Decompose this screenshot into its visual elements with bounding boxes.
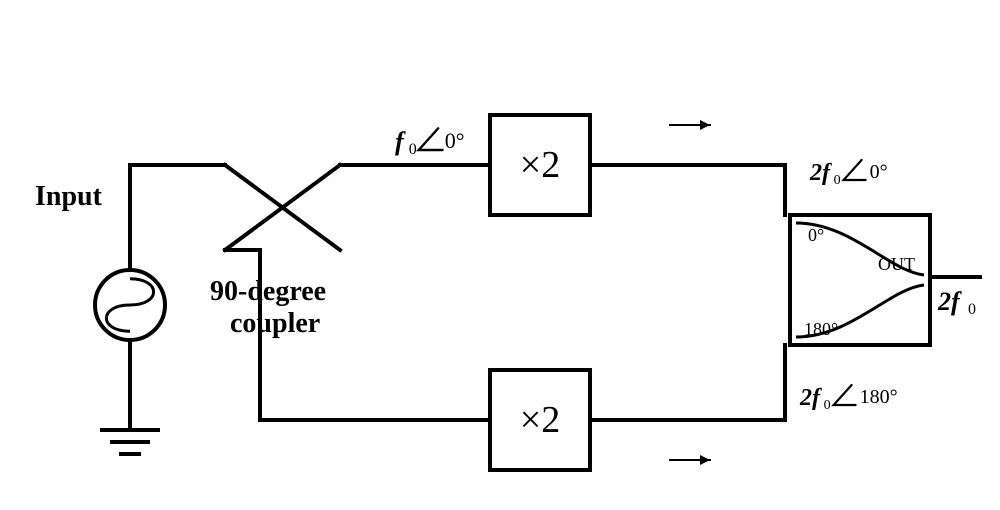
svg-text:0: 0 <box>409 141 417 158</box>
phase-top-in: f0 0° <box>395 127 465 158</box>
svg-text:2f: 2f <box>809 160 832 186</box>
coupler-label: 90-degreecoupler <box>210 276 326 339</box>
svg-text:90-degree: 90-degree <box>210 276 326 307</box>
svg-text:180°: 180° <box>804 319 838 339</box>
ac-source <box>95 165 165 454</box>
svg-text:0°: 0° <box>808 225 824 245</box>
svg-text:180°: 180° <box>860 386 898 408</box>
phase-top-out: 2f0 0° <box>809 160 888 188</box>
svg-text:f: f <box>395 127 406 156</box>
svg-text:0: 0 <box>834 173 841 188</box>
arrow-top <box>670 120 710 130</box>
input-label: Input <box>35 181 103 212</box>
svg-text:0: 0 <box>968 301 976 318</box>
svg-text:2f: 2f <box>937 287 962 316</box>
top-path: ×2 <box>340 115 785 215</box>
balun-combiner: 0° 180° OUT <box>790 215 930 345</box>
svg-text:OUT: OUT <box>878 254 915 274</box>
coupler-90deg <box>225 165 340 250</box>
phase-bot-out: 2f0 180° <box>799 385 898 413</box>
output-label: 2f 0 <box>937 287 976 318</box>
svg-text:×2: ×2 <box>520 399 560 441</box>
svg-text:0: 0 <box>824 398 831 413</box>
svg-text:0°: 0° <box>445 128 465 153</box>
arrow-bottom <box>670 455 710 465</box>
svg-text:coupler: coupler <box>230 308 320 339</box>
svg-text:×2: ×2 <box>520 144 560 186</box>
svg-text:0°: 0° <box>870 161 888 183</box>
svg-text:2f: 2f <box>799 385 822 411</box>
